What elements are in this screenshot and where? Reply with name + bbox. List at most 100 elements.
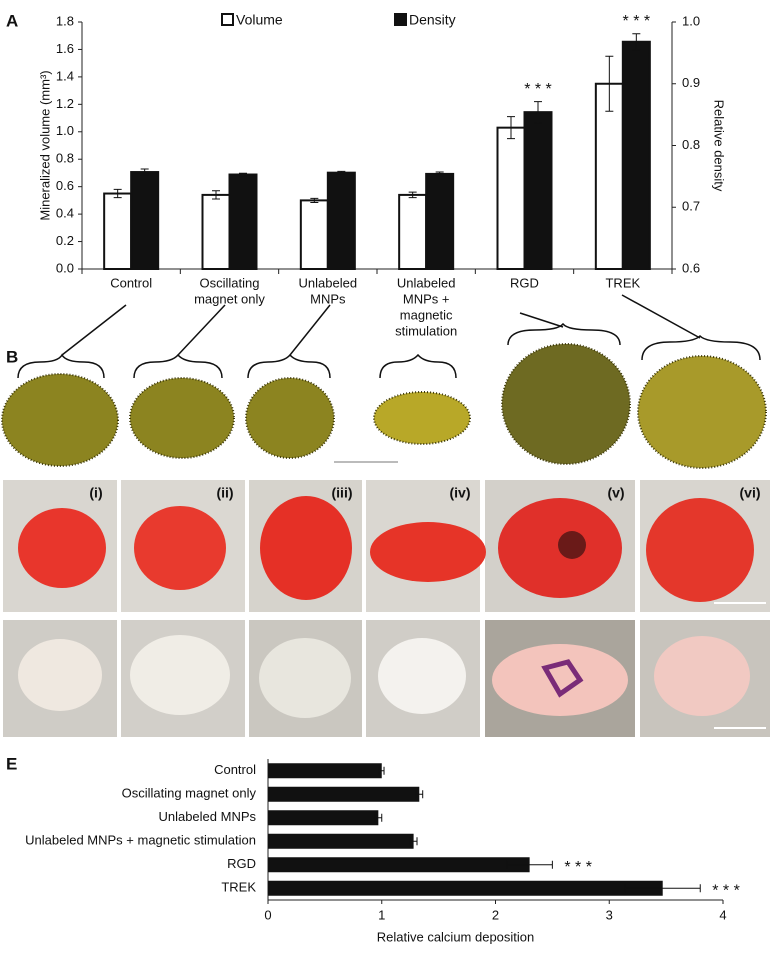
bar [268, 786, 420, 802]
error-bar [378, 766, 385, 775]
y2-tick-label: 0.8 [682, 137, 700, 152]
scaffold-render [501, 343, 631, 465]
error-bar [374, 813, 383, 822]
connector [519, 312, 564, 328]
y-tick-label: 0.4 [56, 206, 74, 221]
sample [654, 636, 750, 716]
brace [247, 353, 331, 379]
y-tick-label: 0.6 [56, 178, 74, 193]
significance: * * * [564, 859, 592, 876]
brace [17, 353, 105, 379]
image-label: (i) [89, 485, 102, 501]
bar [268, 810, 379, 826]
x-tick-label: magnet only [194, 291, 265, 306]
brace [507, 322, 621, 346]
image-label: (ii) [216, 485, 233, 501]
bar [268, 833, 414, 849]
photo-row-d [3, 620, 770, 737]
y-tick-label: 0.8 [56, 151, 74, 166]
sample [18, 639, 102, 711]
brace [641, 334, 761, 361]
bar [268, 857, 530, 873]
bar [268, 880, 663, 896]
bar [496, 126, 526, 270]
brace [379, 353, 457, 379]
y-tick-label: 1.8 [56, 13, 74, 28]
scaffold-render [637, 355, 767, 469]
scaffold-render [129, 377, 235, 459]
sample [259, 638, 351, 718]
bar [299, 199, 329, 270]
y-tick-label: Unlabeled MNPs + magnetic stimulation [25, 833, 256, 848]
image-label: (iv) [450, 485, 471, 501]
x-tick-label: TREK [605, 275, 640, 290]
connector [61, 304, 127, 356]
error-bar [337, 170, 346, 175]
x-tick-label: MNPs + [403, 291, 450, 306]
y2-tick-label: 0.9 [682, 75, 700, 90]
error-bar [624, 884, 701, 893]
x-tick-label: Unlabeled [299, 275, 358, 290]
scaffold-render [245, 377, 335, 459]
y-tick-label: RGD [227, 856, 256, 871]
x-tick-label: Control [110, 275, 152, 290]
scaffold-render [1, 373, 119, 467]
error-bar [239, 172, 247, 177]
sample [134, 506, 226, 590]
x-tick-label: magnetic [400, 307, 453, 322]
y-tick-label: 0.0 [56, 260, 74, 275]
error-bar [435, 171, 444, 177]
error-bar [113, 188, 122, 199]
significance: * * * [712, 882, 740, 899]
bar [201, 193, 231, 270]
x-tick-label: 0 [264, 907, 271, 922]
panel-label: A [6, 11, 18, 30]
bar [130, 171, 160, 271]
image-label: (vi) [740, 485, 761, 501]
y-tick-label: Control [214, 762, 256, 777]
sample [370, 522, 486, 582]
bar [523, 111, 553, 270]
image-label: (v) [607, 485, 624, 501]
y-tick-label: Oscillating magnet only [122, 786, 257, 801]
error-bar [310, 197, 319, 203]
significance: * * * [623, 13, 651, 30]
sample [646, 498, 754, 602]
x-tick-label: RGD [510, 275, 539, 290]
legend-swatch [394, 13, 407, 26]
bar [326, 171, 356, 270]
significance: * * * [524, 81, 552, 98]
y-tick-label: 1.2 [56, 96, 74, 111]
brace [133, 353, 223, 379]
error-bar [212, 190, 220, 200]
error-bar [534, 101, 542, 124]
sample [130, 635, 230, 715]
legend-label: Density [409, 12, 456, 28]
sample [492, 644, 628, 716]
error-bar [506, 860, 553, 869]
scaffold-render [373, 391, 471, 445]
error-bar [632, 33, 641, 51]
legend-label: Volume [236, 12, 283, 28]
bar [228, 173, 258, 271]
x-tick-label: 2 [492, 907, 499, 922]
renders [1, 343, 767, 469]
bar [621, 40, 651, 271]
error-bar [605, 55, 614, 112]
sample [18, 508, 106, 588]
panel-label: B [6, 347, 18, 366]
y-tick-label: TREK [221, 880, 256, 895]
error-bar [140, 168, 149, 176]
y2-axis-title: Relative density [712, 100, 727, 192]
y-tick-label: 0.2 [56, 233, 74, 248]
y-tick-label: 1.0 [56, 123, 74, 138]
bar [103, 192, 133, 270]
error-bar [507, 116, 515, 140]
x-tick-label: MNPs [310, 291, 346, 306]
x-axis-title: Relative calcium deposition [377, 929, 535, 944]
bar [268, 763, 382, 779]
y2-tick-label: 0.7 [682, 199, 700, 214]
connector [621, 294, 701, 339]
error-bar [409, 837, 418, 846]
